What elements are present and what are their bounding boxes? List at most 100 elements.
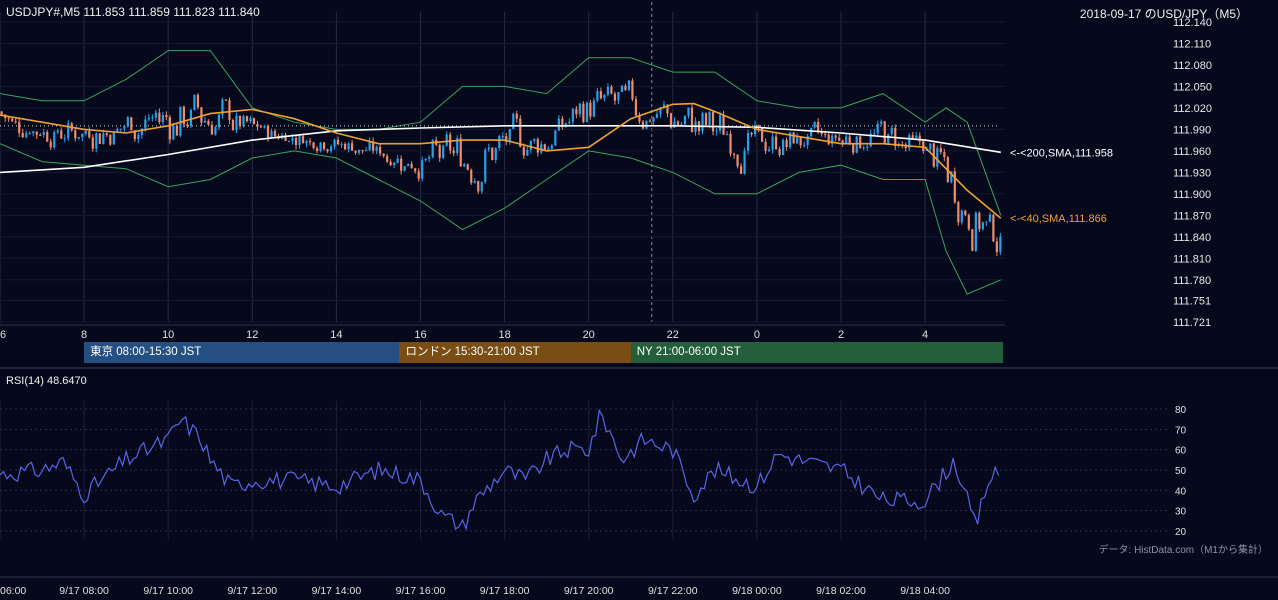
- candle-body: [140, 128, 143, 135]
- candle-body: [217, 114, 221, 128]
- candle-body: [789, 132, 792, 148]
- time-tick-label: 9/17 16:00: [396, 585, 446, 597]
- candle-body: [428, 157, 431, 159]
- price-tick-label: 112.020: [1173, 103, 1212, 115]
- session-london: ロンドン 15:30-21:00 JST: [399, 342, 631, 363]
- data-source: データ: HistData.com（M1から集計）: [1098, 545, 1268, 556]
- time-tick-label: 06:00: [0, 585, 26, 597]
- hour-tick-label: 2: [838, 329, 844, 341]
- candle-body: [365, 150, 368, 152]
- rsi-tick-label: 60: [1175, 446, 1187, 457]
- candle-body: [172, 125, 175, 140]
- candle-body: [645, 120, 648, 129]
- candle-body: [568, 121, 571, 124]
- candle-body: [554, 130, 557, 146]
- candle-body: [690, 107, 694, 132]
- rsi-readout: RSI(14) 48.6470: [6, 375, 87, 387]
- candle-body: [259, 126, 263, 128]
- candle-body: [193, 94, 196, 110]
- candle-body: [824, 133, 827, 135]
- candle-body: [130, 117, 133, 131]
- bollinger-upper: [0, 50, 1002, 216]
- candle-body: [557, 118, 560, 131]
- candle-body: [725, 133, 729, 135]
- candle-body: [908, 135, 911, 149]
- time-tick-label: 9/17 14:00: [312, 585, 362, 597]
- candle-body: [701, 113, 704, 132]
- candle-body: [431, 140, 434, 158]
- candle-body: [74, 130, 77, 139]
- bollinger-lower: [0, 143, 1001, 295]
- price-tick-label: 111.721: [1173, 317, 1211, 329]
- candle-body: [838, 137, 841, 141]
- candle-body: [14, 121, 17, 123]
- candle-body: [757, 124, 760, 129]
- candle-body: [606, 86, 610, 95]
- candle-body: [354, 150, 357, 153]
- candle-body: [617, 91, 620, 101]
- candle-body: [585, 102, 588, 122]
- rsi-tick-label: 30: [1175, 507, 1187, 518]
- candle-body: [203, 120, 207, 123]
- candle-body: [704, 113, 708, 126]
- candle-body: [711, 111, 715, 132]
- candle-body: [445, 134, 448, 146]
- candle-body: [322, 142, 326, 150]
- candle-body: [817, 121, 820, 132]
- candle-body: [393, 162, 396, 166]
- price-tick-label: 111.930: [1173, 167, 1211, 179]
- candle-body: [999, 236, 1002, 252]
- candle-body: [883, 121, 886, 145]
- candle-body: [182, 106, 185, 125]
- candle-body: [358, 149, 361, 153]
- candle-body: [459, 138, 462, 167]
- candle-body: [351, 143, 354, 151]
- candle-body: [368, 141, 371, 151]
- candle-body: [231, 120, 235, 130]
- candle-body: [498, 136, 501, 149]
- candle-body: [466, 164, 469, 170]
- sma-40-line: [0, 102, 1002, 219]
- candle-body: [775, 136, 778, 149]
- candle-body: [95, 133, 98, 149]
- candle-body: [449, 134, 452, 151]
- candle-body: [967, 215, 970, 230]
- candle-body: [463, 164, 466, 167]
- candle-body: [683, 115, 687, 125]
- candle-body: [866, 146, 869, 148]
- candle-body: [750, 132, 753, 135]
- candle-body: [340, 143, 343, 145]
- candle-body: [887, 134, 890, 145]
- candle-body: [662, 104, 666, 108]
- candle-body: [610, 86, 613, 94]
- time-tick-label: 9/17 18:00: [480, 585, 530, 597]
- price-tick-label: 111.870: [1173, 210, 1211, 222]
- candle-body: [39, 134, 42, 136]
- candle-body: [470, 169, 473, 183]
- candle-body: [452, 150, 455, 154]
- candle-body: [862, 147, 865, 149]
- candle-body: [484, 149, 487, 182]
- candle-body: [298, 136, 301, 146]
- candle-body: [81, 133, 84, 137]
- candle-body: [820, 131, 823, 134]
- candle-body: [126, 117, 129, 127]
- candle-body: [687, 107, 690, 116]
- candle-body: [214, 127, 217, 135]
- price-tick-label: 111.990: [1173, 124, 1211, 136]
- candle-body: [732, 153, 736, 155]
- candle-body: [613, 93, 617, 101]
- candle-body: [210, 124, 214, 135]
- candle-body: [456, 138, 459, 154]
- candle-body: [571, 108, 574, 122]
- candle-body: [522, 146, 525, 156]
- candle-body: [638, 115, 641, 122]
- candle-body: [245, 116, 249, 121]
- candle-body: [308, 141, 312, 143]
- time-tick-label: 9/18 00:00: [732, 585, 782, 597]
- time-tick-label: 9/17 12:00: [227, 585, 277, 597]
- candle-body: [729, 133, 732, 154]
- price-tick-label: 111.960: [1173, 146, 1211, 158]
- candle-body: [270, 130, 273, 138]
